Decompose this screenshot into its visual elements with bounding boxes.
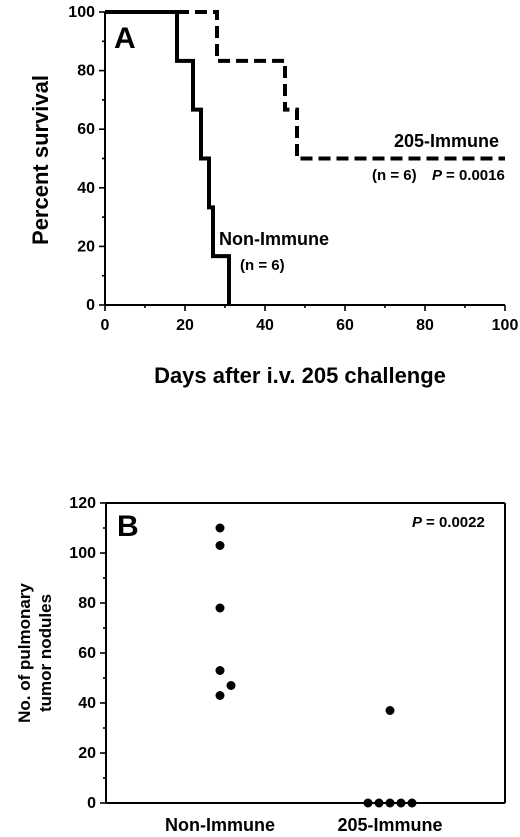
panel-a-y-tick-label: 40 (77, 180, 95, 197)
data-point (215, 523, 225, 533)
data-point (215, 603, 225, 613)
panel-a-x-axis-title: Days after i.v. 205 challenge (154, 363, 446, 388)
panel-b-category-label: 205-Immune (337, 815, 442, 835)
panel-b-y-tick-label: 100 (69, 545, 96, 562)
panel-b-points (215, 523, 417, 808)
data-point (226, 681, 236, 690)
panel-b-y-ticks: 0 20 40 60 80 100 120 (69, 495, 106, 812)
panel-a-x-tick-label: 40 (256, 317, 274, 334)
panel-a-x-tick-label: 80 (416, 317, 434, 334)
panel-a: A 0 20 40 60 80 100 0 20 40 60 80 100 Percent surv… (28, 4, 518, 388)
panel-a-x-tick-label: 100 (492, 317, 519, 334)
series-label-205-immune: 205-Immune (394, 131, 499, 151)
panel-a-x-tick-label: 60 (336, 317, 354, 334)
p-value-panel-b-symbol: P (412, 514, 423, 531)
data-point (215, 691, 225, 700)
panel-a-series (105, 10, 505, 305)
panel-b-y-tick-label: 0 (87, 795, 96, 812)
data-point (407, 798, 417, 808)
panel-b-y-axis-title-line-1: No. of pulmonary (15, 583, 34, 723)
panel-b-y-tick-label: 60 (78, 645, 96, 662)
panel-a-y-ticks: 0 20 40 60 80 100 (68, 4, 105, 314)
data-point (385, 706, 395, 715)
p-value-panel-a: P = 0.0016 (432, 167, 505, 184)
panel-b-y-tick-label: 80 (78, 595, 96, 612)
data-point (374, 798, 384, 808)
n-label-non-immune: (n = 6) (240, 257, 285, 274)
p-value-panel-b-value: = 0.0022 (426, 514, 485, 531)
panel-a-x-ticks: 0 20 40 60 80 100 (101, 305, 519, 334)
p-value-panel-a-value: = 0.0016 (446, 167, 505, 184)
panel-a-y-tick-label: 60 (77, 121, 95, 138)
panel-b-y-tick-label: 40 (78, 695, 96, 712)
data-point (215, 541, 225, 550)
panel-a-y-tick-label: 100 (68, 4, 95, 21)
data-point (385, 798, 395, 808)
panel-a-y-tick-label: 20 (77, 238, 95, 255)
panel-a-y-tick-label: 80 (77, 63, 95, 80)
panel-b-category-label: Non-Immune (165, 815, 275, 835)
series-label-non-immune: Non-Immune (219, 229, 329, 249)
p-value-panel-b: P = 0.0022 (412, 514, 485, 531)
panel-b-letter: B (117, 510, 139, 543)
series-line-non-immune (105, 10, 231, 305)
panel-a-y-tick-label: 0 (86, 297, 95, 314)
panel-a-letter: A (114, 22, 136, 55)
p-value-panel-a-symbol: P (432, 167, 443, 184)
panel-a-y-axis-title: Percent survival (28, 75, 53, 245)
data-point (363, 798, 373, 808)
series-line-205-immune (105, 10, 505, 161)
panel-b: B 0 20 40 60 80 100 120 Non-Immune 205-Immune N… (15, 495, 506, 835)
panel-b-category-labels: Non-Immune 205-Immune (165, 815, 443, 835)
n-label-205-immune: (n = 6) (372, 167, 417, 184)
panel-b-y-axis-title-line-2: tumor nodules (36, 594, 55, 712)
data-point (396, 798, 406, 808)
panel-a-x-tick-label: 20 (176, 317, 194, 334)
panel-b-y-tick-label: 120 (69, 495, 96, 512)
panel-b-y-tick-label: 20 (78, 745, 96, 762)
panel-a-x-tick-label: 0 (101, 317, 110, 334)
data-point (215, 666, 225, 675)
